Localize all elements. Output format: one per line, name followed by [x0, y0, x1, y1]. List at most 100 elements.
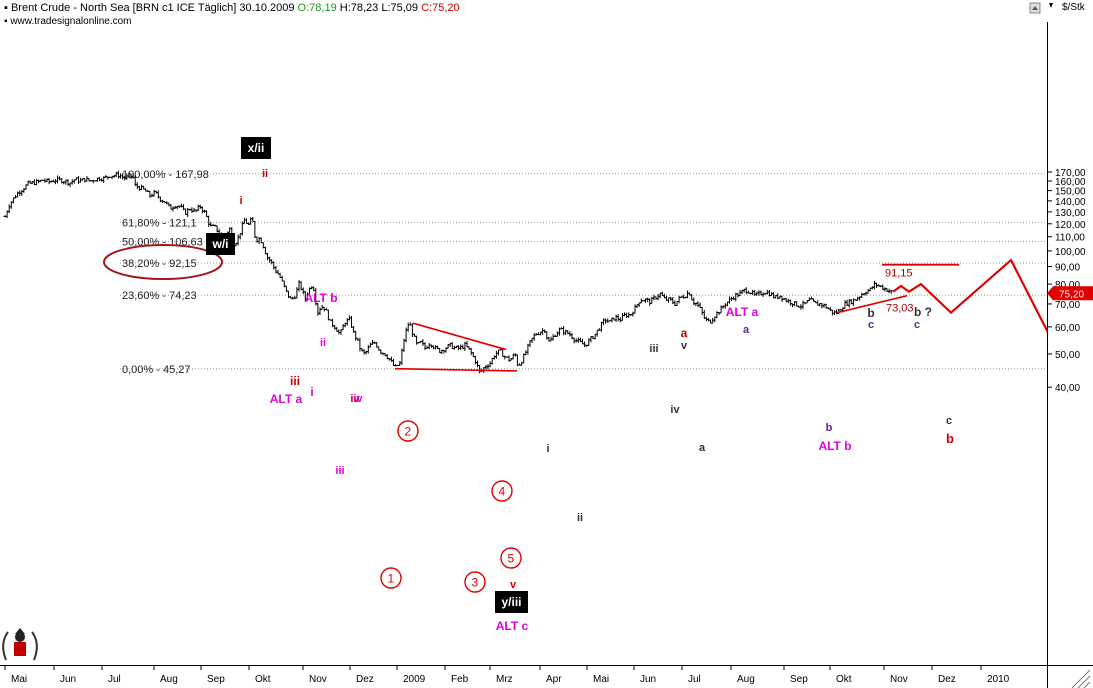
resistance-label: 91,15: [885, 268, 913, 280]
wave-label: iii: [649, 343, 658, 355]
x-tick-label: Aug: [160, 674, 178, 685]
wave-label: ii: [262, 168, 268, 180]
wave-label: ALT a: [270, 392, 303, 406]
wave-label: ii: [577, 512, 583, 524]
fib-label: 100,00% - 167,98: [122, 169, 209, 181]
resize-grip-icon: [1071, 669, 1091, 688]
wave-label: ALT b: [818, 439, 851, 453]
header-bullet-icon: ▪: [4, 2, 8, 14]
low-value: L:75,09: [381, 2, 419, 14]
wave-label: b: [946, 431, 954, 446]
instrument-title: Brent Crude - North Sea [BRN c1 ICE: [10, 2, 195, 14]
wave-circle: [491, 480, 513, 502]
wave-label: i: [239, 195, 242, 207]
y-tick-label: 160,00: [1055, 177, 1086, 188]
x-tick-label: Apr: [546, 674, 562, 685]
x-tick-label: Jun: [60, 674, 76, 685]
wave-circle: [464, 571, 486, 593]
high-value: H:78,23: [339, 2, 379, 14]
x-tick-label: Aug: [737, 674, 755, 685]
scroll-up-icon: [1032, 6, 1038, 10]
price-axis-pane: [1047, 0, 1093, 688]
wave-box-label: w/i: [211, 237, 228, 251]
axis-caret-icon: [1049, 3, 1053, 8]
wave-label: i: [546, 443, 549, 455]
x-tick-label: Dez: [938, 674, 956, 685]
wave-box-label: y/iii: [501, 595, 521, 609]
x-tick-label: 2010: [987, 674, 1010, 685]
close-value: C:75,20: [421, 2, 460, 14]
open-value: O:78,19: [297, 2, 337, 14]
wave-box: [206, 233, 235, 255]
source-bullet-icon: ▪: [4, 16, 8, 27]
y-tick-label: 50,00: [1055, 350, 1080, 361]
wave-label: a: [681, 326, 688, 340]
wave-circle-label: 5: [508, 552, 515, 566]
x-tick-label: Sep: [207, 674, 225, 685]
wave-circle: [397, 420, 419, 442]
last-price-tag: [1047, 286, 1093, 301]
wave-box: [241, 137, 271, 159]
fib-label: 61,80% - 121,1: [122, 217, 197, 229]
y-tick-label: 110,00: [1055, 233, 1085, 244]
chart-header: ▪ Brent Crude - North Sea [BRN c1 ICE Tä…: [4, 2, 460, 14]
wave-label: ii: [320, 337, 326, 349]
wave-circle-label: 3: [472, 576, 479, 590]
wave-label: c: [868, 319, 874, 331]
x-tick-label: Jun: [640, 674, 656, 685]
x-tick-label: Nov: [309, 674, 327, 685]
last-price-label: 75,20: [1059, 289, 1084, 300]
x-tick-label: Mai: [11, 674, 27, 685]
wave-label: iv: [350, 393, 360, 405]
wave-label: a: [699, 442, 706, 454]
x-tick-label: Mrz: [496, 674, 513, 685]
wave-label: iii: [290, 374, 300, 388]
wave-label: iii: [335, 465, 344, 477]
y-tick-label: 150,00: [1055, 187, 1086, 198]
wave-label: ALT b: [304, 291, 337, 305]
wave-box: [495, 591, 528, 613]
wave-label: iv: [353, 393, 363, 405]
wave-circle-label: 4: [499, 485, 506, 499]
wave-label: b ?: [914, 305, 932, 319]
x-tick-label: Mai: [593, 674, 609, 685]
fib-label: 38,20% - 92,15: [122, 258, 197, 270]
wave-label: c: [946, 415, 952, 427]
y-tick-label: 130,00: [1055, 208, 1086, 219]
wave-label: b: [826, 422, 833, 434]
x-tick-label: Sep: [790, 674, 808, 685]
x-tick-label: Dez: [356, 674, 374, 685]
support-label: 73,03: [886, 303, 914, 315]
wave-circle-label: 2: [405, 425, 412, 439]
y-tick-label: 100,00: [1055, 247, 1086, 258]
source-line: ▪ www.tradesignalonline.com: [4, 16, 132, 27]
period-label: Täglich] 30.10.2009: [197, 2, 295, 14]
y-tick-label: 120,00: [1055, 220, 1086, 231]
wave-label: ALT c: [496, 619, 529, 633]
x-tick-label: Jul: [108, 674, 121, 685]
wave-label: i: [310, 385, 313, 399]
y-tick-label: 140,00: [1055, 197, 1086, 208]
y-tick-label: 80,00: [1055, 280, 1080, 291]
wave-label: ALT a: [726, 305, 759, 319]
wave-label: b: [867, 306, 874, 320]
fib-label: 23,60% - 74,23: [122, 290, 197, 302]
wave-box-label: x/ii: [248, 141, 265, 155]
y-tick-label: 90,00: [1055, 263, 1080, 274]
x-tick-label: Okt: [836, 674, 852, 685]
wave-label: v: [681, 340, 688, 352]
source-url: www.tradesignalonline.com: [10, 16, 132, 27]
y-tick-label: 60,00: [1055, 323, 1080, 334]
wave-circle: [380, 567, 402, 589]
wave-circle: [500, 547, 522, 569]
trend-line: [394, 367, 518, 372]
price-unit: $/Stk: [1062, 2, 1085, 13]
trend-line: [836, 294, 908, 314]
y-tick-label: 70,00: [1055, 300, 1080, 311]
x-tick-label: Nov: [890, 674, 908, 685]
y-tick-label: 40,00: [1055, 383, 1080, 394]
tradesignal-logo-icon: [2, 628, 38, 661]
trend-line: [412, 322, 507, 351]
